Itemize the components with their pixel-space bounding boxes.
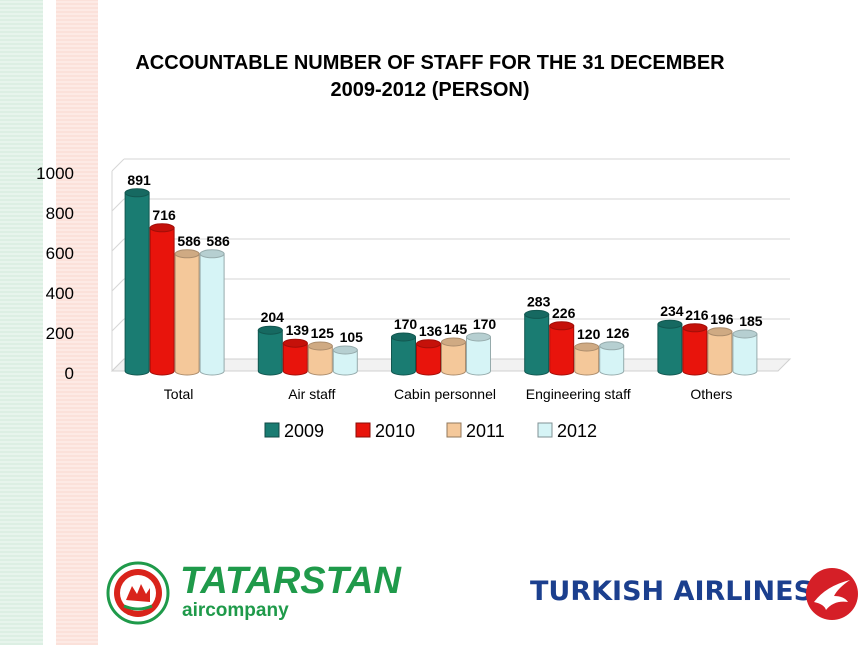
bar-top — [549, 321, 575, 331]
bar — [307, 345, 333, 376]
legend-swatch — [264, 422, 280, 438]
legend-swatch — [446, 422, 462, 438]
y-tick-label: 600 — [46, 244, 74, 263]
bar — [416, 343, 441, 376]
bar-top — [574, 342, 600, 352]
bar-top — [416, 339, 441, 349]
data-label: 716 — [152, 207, 176, 223]
chart-title-line1: ACCOUNTABLE NUMBER OF STAFF FOR THE 31 D… — [135, 52, 725, 74]
gridline-side — [111, 278, 125, 292]
turkish-airlines-logo: TURKISH AIRLINES — [528, 562, 860, 622]
data-label: 185 — [739, 313, 763, 329]
bar-top — [657, 319, 683, 329]
y-tick-label: 400 — [46, 284, 74, 303]
tatarstan-subtitle: aircompany — [182, 600, 289, 621]
legend-swatch — [355, 422, 371, 438]
bar — [707, 331, 733, 376]
bar-top — [257, 325, 283, 335]
x-category-label: Air staff — [288, 386, 335, 402]
data-label: 170 — [473, 316, 497, 332]
data-label: 216 — [685, 307, 709, 323]
x-category-label: Engineering staff — [526, 386, 631, 402]
y-tick-label: 200 — [46, 324, 74, 343]
bar — [732, 333, 758, 376]
bar-top — [466, 332, 491, 342]
bar — [257, 329, 283, 376]
x-category-label: Others — [690, 386, 732, 402]
bar-top — [524, 309, 550, 319]
legend-swatch — [537, 422, 553, 438]
legend-label: 2011 — [466, 421, 505, 441]
data-label: 226 — [552, 305, 576, 321]
bar — [574, 346, 600, 376]
data-label: 126 — [606, 325, 630, 341]
y-tick-label: 1000 — [36, 164, 74, 183]
turkish-airlines-emblem-icon — [806, 568, 858, 620]
gridline-side — [111, 158, 125, 172]
x-category-label: Cabin personnel — [394, 386, 496, 402]
bar — [391, 336, 416, 376]
bar-top — [282, 338, 308, 348]
data-label: 125 — [311, 325, 335, 341]
data-label: 105 — [340, 329, 364, 345]
y-tick-label: 800 — [46, 204, 74, 223]
bar-top — [149, 223, 175, 233]
bar-top — [124, 188, 150, 198]
gridline-side — [111, 318, 125, 332]
bar-top — [732, 329, 758, 339]
bar — [199, 253, 225, 376]
turkish-airlines-name: TURKISH AIRLINES — [530, 576, 814, 607]
bar-top — [199, 249, 225, 259]
data-label: 145 — [444, 321, 468, 337]
tatarstan-name: TATARSTAN — [180, 560, 401, 602]
bar — [149, 227, 175, 376]
bar-top — [599, 341, 625, 351]
data-label: 139 — [286, 322, 310, 338]
bar — [466, 336, 491, 376]
gridline-side — [111, 198, 125, 212]
bar-top — [307, 341, 333, 351]
left-stripe-green — [0, 0, 43, 645]
x-category-label: Total — [164, 386, 194, 402]
bar-top — [441, 337, 466, 347]
data-label: 120 — [577, 326, 601, 342]
bar — [549, 325, 575, 376]
bar — [332, 349, 358, 376]
data-label: 586 — [206, 233, 230, 249]
data-label: 196 — [710, 311, 734, 327]
gridline-side — [111, 238, 125, 252]
bar — [124, 192, 150, 376]
legend-label: 2009 — [284, 421, 324, 441]
data-label: 891 — [127, 172, 151, 188]
bar — [682, 327, 708, 376]
bar-top — [682, 323, 708, 333]
chart-title: ACCOUNTABLE NUMBER OF STAFF FOR THE 31 D… — [100, 50, 760, 104]
legend-label: 2010 — [375, 421, 415, 441]
bar — [599, 345, 625, 376]
bar-top — [391, 332, 416, 342]
chart-title-line2: 2009-2012 (PERSON) — [330, 79, 530, 101]
data-label: 136 — [419, 323, 443, 339]
data-label: 283 — [527, 293, 551, 309]
bar — [524, 313, 550, 376]
data-label: 234 — [660, 303, 684, 319]
bar-top — [174, 249, 200, 259]
tatarstan-emblem-icon — [106, 561, 170, 625]
data-label: 586 — [177, 233, 201, 249]
bar — [657, 323, 683, 376]
data-label: 204 — [261, 309, 285, 325]
bar-top — [707, 327, 733, 337]
data-label: 170 — [394, 316, 418, 332]
bar-top — [332, 345, 358, 355]
bar — [441, 341, 466, 376]
bar — [174, 253, 200, 376]
left-stripe-pink — [56, 0, 98, 645]
bar — [282, 342, 308, 376]
legend-label: 2012 — [557, 421, 597, 441]
y-tick-label: 0 — [65, 364, 74, 383]
tatarstan-logo: TATARSTAN aircompany — [106, 560, 406, 630]
